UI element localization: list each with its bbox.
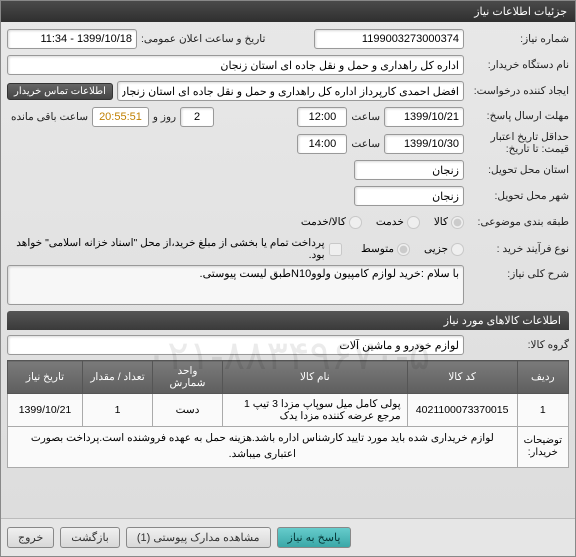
reply-button[interactable]: پاسخ به نیاز xyxy=(277,527,352,548)
grouping-both: کالا/خدمت xyxy=(301,216,362,229)
window: جزئیات اطلاعات نیاز شماره نیاز: تاریخ و … xyxy=(0,0,576,557)
col-qty: تعداد / مقدار xyxy=(83,361,153,394)
col-code: کد کالا xyxy=(407,361,517,394)
validity-date-field xyxy=(384,134,464,154)
group-label: گروه کالا: xyxy=(464,339,569,351)
buyer-org-label: نام دستگاه خریدار: xyxy=(464,59,569,71)
contact-buyer-button[interactable]: اطلاعات تماس خریدار xyxy=(7,83,113,100)
process-radios: جزیی متوسط xyxy=(361,243,464,256)
cell-idx: 1 xyxy=(517,394,568,427)
city-label: شهر محل تحویل: xyxy=(464,190,569,202)
countdown-clock: 20:55:51 xyxy=(92,107,149,127)
days-left-field xyxy=(180,107,214,127)
form-panel: شماره نیاز: تاریخ و ساعت اعلان عمومی: نا… xyxy=(1,22,575,468)
process-mid-radio xyxy=(397,243,410,256)
grouping-service: خدمت xyxy=(376,216,420,229)
cell-code: 4021100073370015 xyxy=(407,394,517,427)
grouping-both-radio xyxy=(349,216,362,229)
reply-deadline-label: مهلت ارسال پاسخ: xyxy=(464,111,569,123)
grouping-goods: کالا xyxy=(434,216,464,229)
cell-date: 1399/10/21 xyxy=(8,394,83,427)
grouping-goods-radio xyxy=(451,216,464,229)
items-section-header: اطلاعات کالاهای مورد نیاز xyxy=(7,311,569,330)
group-field xyxy=(7,335,464,355)
table-row: 1 4021100073370015 پولی کامل میل سوپاپ م… xyxy=(8,394,569,427)
announce-label: تاریخ و ساعت اعلان عمومی: xyxy=(137,33,269,45)
need-no-label: شماره نیاز: xyxy=(464,33,569,45)
process-label: نوع فرآیند خرید : xyxy=(464,243,569,255)
province-label: استان محل تحویل: xyxy=(464,164,569,176)
deadline-time-field xyxy=(297,107,347,127)
buyer-org-field xyxy=(7,55,464,75)
province-field xyxy=(354,160,464,180)
window-title: جزئیات اطلاعات نیاز xyxy=(1,1,575,22)
attachments-button[interactable]: مشاهده مدارک پیوستی (1) xyxy=(126,527,271,548)
action-bar: پاسخ به نیاز مشاهده مدارک پیوستی (1) باز… xyxy=(1,518,575,556)
table-header-row: ردیف کد کالا نام کالا واحد شمارش تعداد /… xyxy=(8,361,569,394)
col-unit: واحد شمارش xyxy=(153,361,223,394)
process-low-radio xyxy=(451,243,464,256)
items-table: ردیف کد کالا نام کالا واحد شمارش تعداد /… xyxy=(7,360,569,468)
col-date: تاریخ نیاز xyxy=(8,361,83,394)
grouping-service-radio xyxy=(407,216,420,229)
creator-label: ایجاد کننده درخواست: xyxy=(464,85,569,97)
time-label-1: ساعت xyxy=(347,111,384,123)
col-idx: ردیف xyxy=(517,361,568,394)
validity-time-field xyxy=(297,134,347,154)
grouping-label: طبقه بندی موضوعی: xyxy=(464,216,569,228)
process-low: جزیی xyxy=(424,243,464,256)
partial-pay-check: پرداخت تمام یا بخشی از مبلغ خرید،از محل … xyxy=(7,237,342,261)
announce-field xyxy=(7,29,137,49)
partial-pay-checkbox xyxy=(329,243,342,256)
days-left-label: روز و xyxy=(149,111,180,123)
time-label-2: ساعت xyxy=(347,138,384,150)
back-button[interactable]: بازگشت xyxy=(60,527,120,548)
table-notes-row: توضیحات خریدار: لوازم خریداری شده باید م… xyxy=(8,427,569,468)
exit-button[interactable]: خروج xyxy=(7,527,54,548)
col-name: نام کالا xyxy=(223,361,408,394)
hours-left-label: ساعت باقی مانده xyxy=(7,111,92,123)
deadline-date-field xyxy=(384,107,464,127)
notes-text: لوازم خریداری شده باید مورد تایید کارشنا… xyxy=(8,427,518,468)
notes-label: توضیحات خریدار: xyxy=(517,427,568,468)
grouping-radios: کالا خدمت کالا/خدمت xyxy=(301,216,464,229)
need-no-field xyxy=(314,29,464,49)
cell-unit: دست xyxy=(153,394,223,427)
cell-qty: 1 xyxy=(83,394,153,427)
cell-name: پولی کامل میل سوپاپ مزدا 3 تیپ 1 مرجع عر… xyxy=(223,394,408,427)
validity-label: حداقل تاریخ اعتبار قیمت: تا تاریخ: xyxy=(464,132,569,155)
process-mid: متوسط xyxy=(361,243,410,256)
creator-field xyxy=(117,81,464,101)
city-field xyxy=(354,186,464,206)
desc-field xyxy=(7,265,464,305)
desc-label: شرح کلی نیاز: xyxy=(464,265,569,280)
